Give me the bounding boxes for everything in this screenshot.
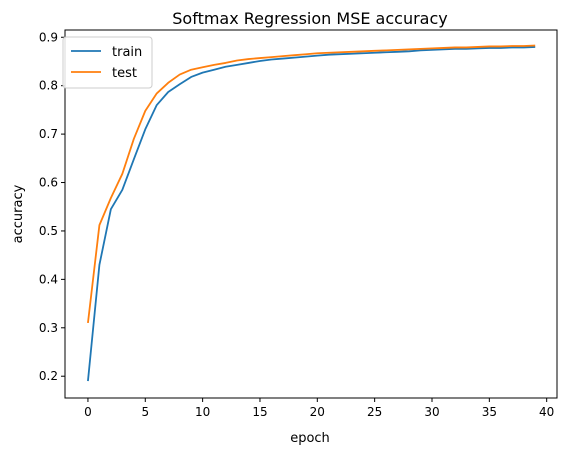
x-tick-label: 0 [84,405,92,419]
x-axis-ticks: 0 5 10 15 20 25 30 35 40 [84,398,554,419]
y-tick-label: 0.4 [39,272,58,286]
y-axis-ticks: 0.2 0.3 0.4 0.5 0.6 0.7 0.8 0.9 [39,30,65,383]
y-axis-label: accuracy [11,184,26,243]
x-tick-label: 20 [310,405,325,419]
chart-title: Softmax Regression MSE accuracy [172,9,447,28]
plot-frame [64,29,558,399]
series-line-train [87,46,536,382]
plot-area [64,29,558,399]
legend-label-test: test [112,66,137,81]
y-tick-label: 0.6 [39,176,58,190]
legend-label-train: train [112,45,142,60]
y-tick-label: 0.5 [39,224,58,238]
legend: train test [62,36,153,89]
y-tick-label: 0.9 [39,30,58,44]
series-layer [87,44,536,382]
y-tick-label: 0.7 [39,127,58,141]
y-tick-label: 0.3 [39,321,58,335]
x-tick-label: 40 [539,405,554,419]
y-tick-label: 0.2 [39,369,58,383]
legend-box [62,36,153,89]
x-tick-label: 5 [141,405,149,419]
x-tick-label: 10 [195,405,210,419]
series-line-test [87,44,536,324]
x-tick-label: 30 [424,405,439,419]
y-tick-label: 0.8 [39,79,58,93]
x-axis-label: epoch [290,431,330,446]
x-tick-label: 25 [367,405,382,419]
x-tick-label: 15 [252,405,267,419]
x-tick-label: 35 [482,405,497,419]
